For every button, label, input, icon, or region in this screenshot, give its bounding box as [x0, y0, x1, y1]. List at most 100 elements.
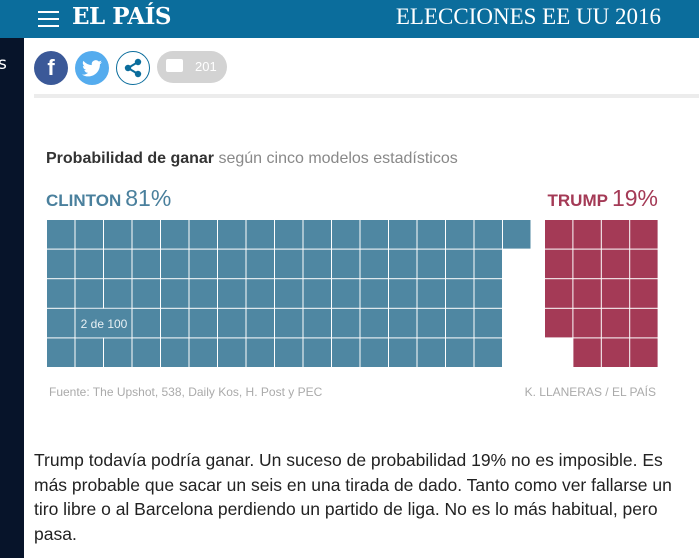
clinton-cell: [332, 279, 360, 308]
comments-button[interactable]: 201: [157, 51, 227, 83]
clinton-cell: [446, 279, 474, 308]
clinton-cell: [75, 338, 103, 367]
twitter-share-button[interactable]: [75, 51, 109, 85]
clinton-cell: [246, 279, 274, 308]
subtitle: según cinco modelos estadísticos: [218, 150, 458, 167]
clinton-cell: [218, 279, 246, 308]
section-title: ELECCIONES EE UU 2016: [395, 4, 661, 29]
clinton-cell: [132, 338, 160, 367]
clinton-cell: [275, 220, 303, 249]
trump-percent: 19%: [611, 185, 658, 211]
clinton-cell: [389, 308, 417, 338]
clinton-cell: [104, 220, 132, 249]
chart-source: Fuente: The Upshot, 538, Daily Kos, H. P…: [49, 385, 323, 399]
trump-label: TRUMP 19%: [548, 185, 659, 212]
clinton-cell: [275, 279, 303, 308]
clinton-cell: [446, 308, 474, 338]
clinton-cell: [474, 249, 502, 279]
share-button[interactable]: [116, 51, 150, 85]
clinton-cell: [332, 249, 360, 279]
clinton-cell: [417, 279, 445, 308]
clinton-cell: [446, 220, 474, 249]
clinton-cell: [275, 338, 303, 367]
trump-name: TRUMP: [547, 191, 608, 210]
comment-icon: [166, 59, 183, 72]
clinton-cell: [104, 338, 132, 367]
clinton-cell: [303, 338, 331, 367]
clinton-cell: [503, 220, 531, 249]
comments-count: 201: [195, 59, 217, 74]
clinton-cell: [161, 249, 189, 279]
clinton-cell: [132, 279, 160, 308]
clinton-cell: [246, 220, 274, 249]
trump-cell: [630, 249, 658, 279]
divider: [34, 94, 699, 98]
chart-title: Probabilidad de ganar según cinco modelo…: [46, 150, 458, 168]
clinton-cell: [218, 249, 246, 279]
clinton-cell: [275, 308, 303, 338]
clinton-cell: [303, 249, 331, 279]
clinton-cell: [161, 338, 189, 367]
clinton-cell: [417, 338, 445, 367]
clinton-cell: [332, 220, 360, 249]
clinton-cell: [246, 338, 274, 367]
clinton-cell: [417, 220, 445, 249]
twitter-icon: [82, 59, 102, 76]
clinton-cell: [161, 220, 189, 249]
trump-cell: [630, 279, 658, 308]
clinton-cell: [132, 308, 160, 338]
clinton-cell: [389, 279, 417, 308]
clinton-cell: [104, 249, 132, 279]
trump-cell: [545, 279, 573, 308]
clinton-cell: [189, 338, 217, 367]
clinton-cell: [474, 220, 502, 249]
clinton-cell: [360, 338, 388, 367]
clinton-cell: [303, 220, 331, 249]
clinton-cell: [218, 338, 246, 367]
share-icon: [124, 58, 142, 78]
facebook-share-button[interactable]: f: [34, 51, 68, 85]
clinton-cell: [189, 279, 217, 308]
clinton-cell: [474, 308, 502, 338]
trump-cell: [630, 308, 658, 338]
clinton-cell: [189, 220, 217, 249]
clinton-cell: [446, 338, 474, 367]
clinton-cell: [360, 220, 388, 249]
clinton-name: CLINTON: [46, 191, 122, 210]
clinton-cell: [474, 279, 502, 308]
clinton-cell: [474, 338, 502, 367]
clinton-cell: [389, 249, 417, 279]
clinton-cell: [218, 308, 246, 338]
trump-cell: [573, 279, 601, 308]
trump-cell: [573, 338, 601, 367]
clinton-cell: [47, 338, 75, 367]
chart-credit: K. LLANERAS / EL PAÍS: [524, 385, 656, 399]
clinton-cell: [75, 220, 103, 249]
title-bold: Probabilidad de ganar: [46, 150, 215, 167]
clinton-cell: [218, 220, 246, 249]
clinton-cell: [161, 279, 189, 308]
clinton-cell: [246, 249, 274, 279]
annotated-cell: [75, 308, 132, 338]
clinton-cell: [246, 308, 274, 338]
header: EL PAÍS ELECCIONES EE UU 2016: [0, 0, 699, 38]
clinton-cell: [360, 308, 388, 338]
clinton-cell: [360, 279, 388, 308]
clinton-cell: [189, 308, 217, 338]
clinton-cell: [417, 308, 445, 338]
clinton-cell: [75, 249, 103, 279]
trump-cell: [630, 220, 658, 249]
trump-cell: [601, 338, 630, 367]
clinton-cell: [303, 279, 331, 308]
clinton-percent: 81%: [125, 185, 172, 211]
clinton-cell: [360, 249, 388, 279]
menu-icon[interactable]: [38, 11, 59, 27]
trump-cell: [573, 249, 601, 279]
trump-cell: [545, 220, 573, 249]
logo[interactable]: EL PAÍS: [72, 3, 172, 30]
facebook-icon: f: [47, 55, 55, 80]
clinton-cell: [275, 249, 303, 279]
trump-cell: [630, 338, 658, 367]
clinton-cell: [47, 308, 75, 338]
